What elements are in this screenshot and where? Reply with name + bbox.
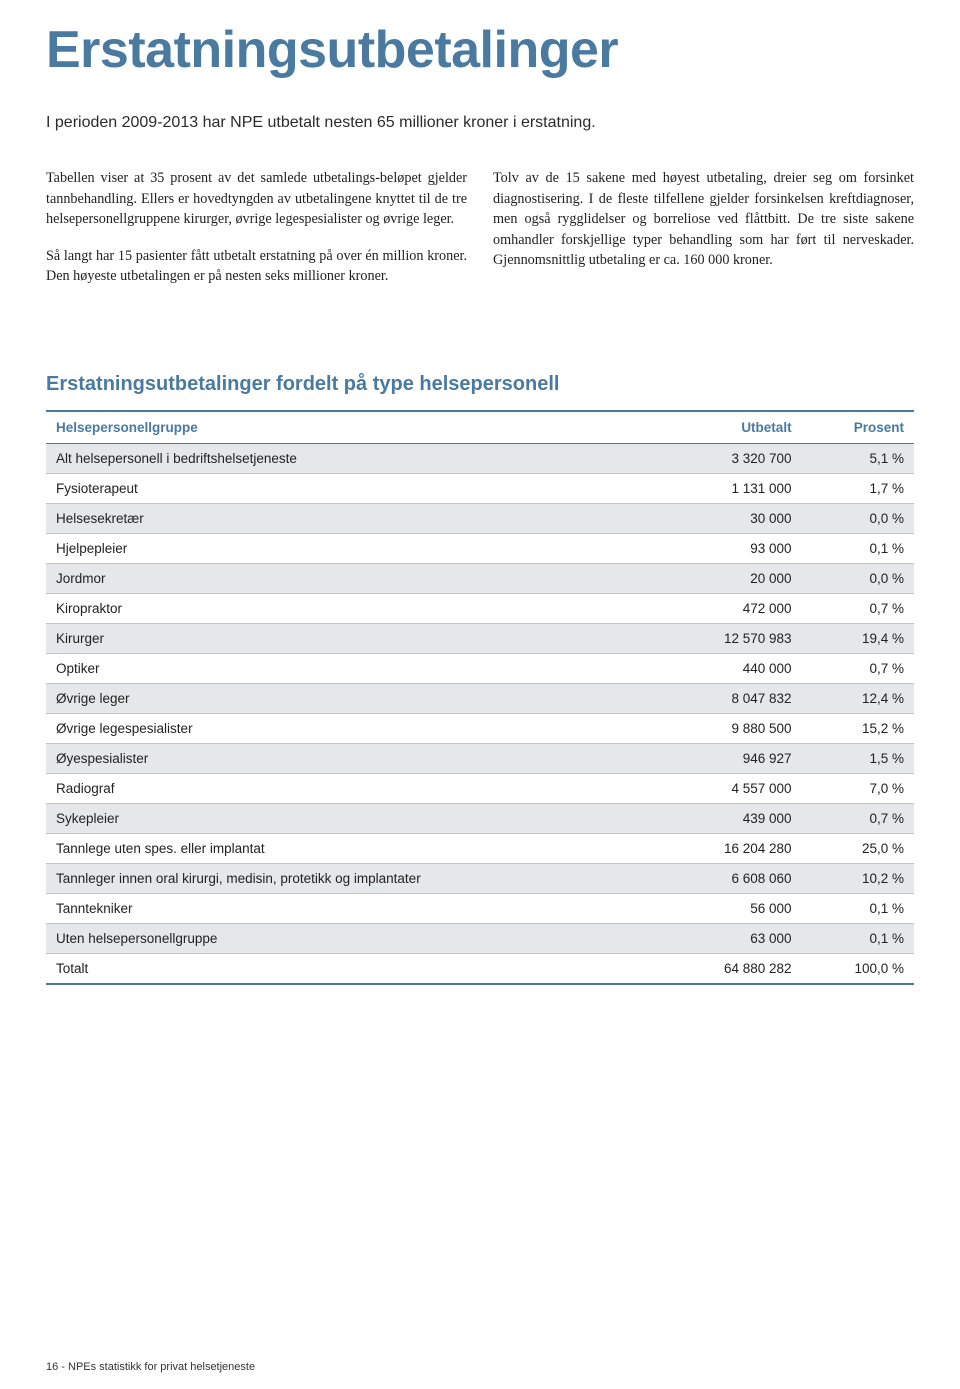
table-body: Alt helsepersonell i bedriftshelsetjenes… [46,443,914,984]
table-cell: 12 570 983 [661,623,801,653]
table-cell: 0,1 % [802,893,914,923]
table-row: Jordmor20 0000,0 % [46,563,914,593]
table-header-row: Helsepersonellgruppe Utbetalt Prosent [46,411,914,444]
table-cell: 0,7 % [802,803,914,833]
table-row: Optiker440 0000,7 % [46,653,914,683]
table-cell: 0,7 % [802,593,914,623]
table-cell: 16 204 280 [661,833,801,863]
table-cell: Tanntekniker [46,893,661,923]
page: Erstatningsutbetalinger I perioden 2009-… [0,0,960,1025]
table-cell: 15,2 % [802,713,914,743]
table-cell: Hjelpepleier [46,533,661,563]
body-column-right: Tolv av de 15 sakene med høyest utbetali… [493,168,914,303]
body-paragraph: Så langt har 15 pasienter fått utbetalt … [46,246,467,287]
table-cell: 30 000 [661,503,801,533]
table-row: Kirurger12 570 98319,4 % [46,623,914,653]
table-row: Øyespesialister946 9271,5 % [46,743,914,773]
body-column-left: Tabellen viser at 35 prosent av det saml… [46,168,467,303]
table-cell: Totalt [46,953,661,984]
table-cell: 12,4 % [802,683,914,713]
table-cell: 93 000 [661,533,801,563]
body-paragraph: Tolv av de 15 sakene med høyest utbetali… [493,168,914,271]
table-cell: 4 557 000 [661,773,801,803]
table-cell: 1,5 % [802,743,914,773]
body-paragraph: Tabellen viser at 35 prosent av det saml… [46,168,467,230]
table-cell: 19,4 % [802,623,914,653]
table-cell: Jordmor [46,563,661,593]
table-cell: 440 000 [661,653,801,683]
table-header-cell: Prosent [802,411,914,444]
table-cell: Tannlege uten spes. eller implantat [46,833,661,863]
table-cell: Helsesekretær [46,503,661,533]
table-row: Uten helsepersonellgruppe63 0000,1 % [46,923,914,953]
table-cell: 25,0 % [802,833,914,863]
table-cell: Tannleger innen oral kirurgi, medisin, p… [46,863,661,893]
table-row: Fysioterapeut1 131 0001,7 % [46,473,914,503]
table-cell: 64 880 282 [661,953,801,984]
table-cell: 63 000 [661,923,801,953]
table-cell: 8 047 832 [661,683,801,713]
table-row: Tannleger innen oral kirurgi, medisin, p… [46,863,914,893]
table-row: Tanntekniker56 0000,1 % [46,893,914,923]
table-cell: 0,7 % [802,653,914,683]
table-cell: Øvrige leger [46,683,661,713]
table-cell: Uten helsepersonellgruppe [46,923,661,953]
table-cell: Kiropraktor [46,593,661,623]
table-row: Totalt64 880 282100,0 % [46,953,914,984]
page-footer: 16 - NPEs statistikk for privat helsetje… [46,1361,255,1373]
table-cell: 0,1 % [802,923,914,953]
table-row: Tannlege uten spes. eller implantat16 20… [46,833,914,863]
table-row: Radiograf4 557 0007,0 % [46,773,914,803]
table-title: Erstatningsutbetalinger fordelt på type … [46,373,914,396]
table-cell: Kirurger [46,623,661,653]
table-cell: 1 131 000 [661,473,801,503]
table-cell: 439 000 [661,803,801,833]
table-cell: 10,2 % [802,863,914,893]
table-cell: 6 608 060 [661,863,801,893]
page-title: Erstatningsutbetalinger [46,20,914,80]
table-cell: 472 000 [661,593,801,623]
table-row: Øvrige leger8 047 83212,4 % [46,683,914,713]
table-cell: 7,0 % [802,773,914,803]
table-cell: 9 880 500 [661,713,801,743]
table-cell: 1,7 % [802,473,914,503]
payouts-table: Helsepersonellgruppe Utbetalt Prosent Al… [46,410,914,985]
table-cell: 0,1 % [802,533,914,563]
table-cell: 0,0 % [802,563,914,593]
table-row: Sykepleier439 0000,7 % [46,803,914,833]
table-cell: Fysioterapeut [46,473,661,503]
table-row: Helsesekretær30 0000,0 % [46,503,914,533]
table-cell: Radiograf [46,773,661,803]
table-header-cell: Utbetalt [661,411,801,444]
table-cell: 5,1 % [802,443,914,473]
table-cell: 3 320 700 [661,443,801,473]
body-columns: Tabellen viser at 35 prosent av det saml… [46,168,914,303]
table-cell: Sykepleier [46,803,661,833]
table-cell: 56 000 [661,893,801,923]
table-row: Alt helsepersonell i bedriftshelsetjenes… [46,443,914,473]
table-cell: Øyespesialister [46,743,661,773]
table-cell: 946 927 [661,743,801,773]
table-row: Øvrige legespesialister9 880 50015,2 % [46,713,914,743]
table-row: Hjelpepleier93 0000,1 % [46,533,914,563]
table-cell: 20 000 [661,563,801,593]
table-row: Kiropraktor472 0000,7 % [46,593,914,623]
table-header-cell: Helsepersonellgruppe [46,411,661,444]
table-cell: Optiker [46,653,661,683]
table-cell: 0,0 % [802,503,914,533]
page-subtitle: I perioden 2009-2013 har NPE utbetalt ne… [46,114,914,132]
table-cell: Øvrige legespesialister [46,713,661,743]
table-cell: Alt helsepersonell i bedriftshelsetjenes… [46,443,661,473]
table-cell: 100,0 % [802,953,914,984]
